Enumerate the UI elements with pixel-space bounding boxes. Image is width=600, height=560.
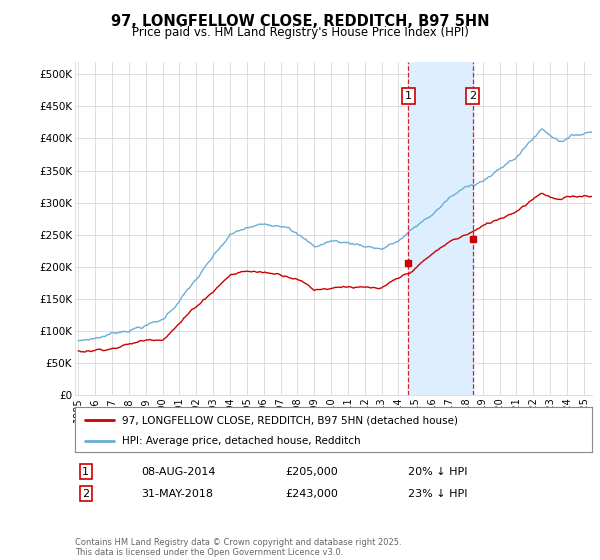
Text: 31-MAY-2018: 31-MAY-2018 bbox=[141, 489, 213, 499]
Text: 20% ↓ HPI: 20% ↓ HPI bbox=[408, 466, 467, 477]
Text: £205,000: £205,000 bbox=[285, 466, 338, 477]
Text: 97, LONGFELLOW CLOSE, REDDITCH, B97 5HN: 97, LONGFELLOW CLOSE, REDDITCH, B97 5HN bbox=[111, 14, 489, 29]
Text: 1: 1 bbox=[405, 91, 412, 101]
Text: Contains HM Land Registry data © Crown copyright and database right 2025.
This d: Contains HM Land Registry data © Crown c… bbox=[75, 538, 401, 557]
Text: 2: 2 bbox=[469, 91, 476, 101]
Text: 2: 2 bbox=[82, 489, 89, 499]
Text: £243,000: £243,000 bbox=[285, 489, 338, 499]
Text: 1: 1 bbox=[82, 466, 89, 477]
Text: 23% ↓ HPI: 23% ↓ HPI bbox=[408, 489, 467, 499]
Text: HPI: Average price, detached house, Redditch: HPI: Average price, detached house, Redd… bbox=[122, 436, 360, 446]
Text: 08-AUG-2014: 08-AUG-2014 bbox=[141, 466, 215, 477]
Text: Price paid vs. HM Land Registry's House Price Index (HPI): Price paid vs. HM Land Registry's House … bbox=[131, 26, 469, 39]
Bar bbox=[408, 62, 473, 395]
Text: 97, LONGFELLOW CLOSE, REDDITCH, B97 5HN (detached house): 97, LONGFELLOW CLOSE, REDDITCH, B97 5HN … bbox=[122, 416, 458, 426]
